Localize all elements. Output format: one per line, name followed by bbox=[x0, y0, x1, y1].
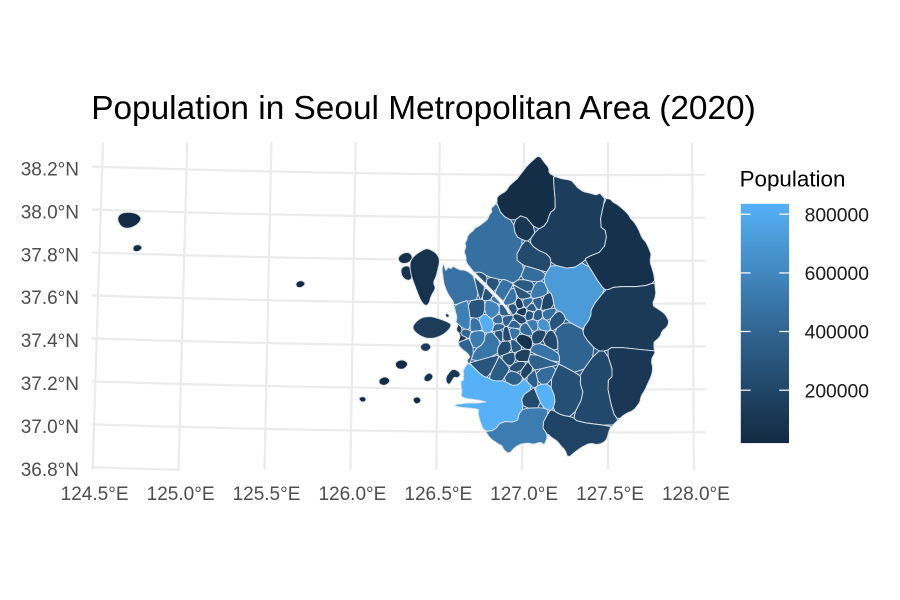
svg-text:127.0°E: 127.0°E bbox=[490, 484, 558, 505]
svg-text:600000: 600000 bbox=[805, 264, 869, 285]
svg-text:125.5°E: 125.5°E bbox=[233, 484, 301, 505]
svg-text:37.8°N: 37.8°N bbox=[21, 245, 79, 266]
svg-text:37.6°N: 37.6°N bbox=[21, 288, 79, 309]
svg-text:126.0°E: 126.0°E bbox=[318, 484, 386, 505]
svg-text:126.5°E: 126.5°E bbox=[404, 484, 472, 505]
svg-text:Population in Seoul Metropolit: Population in Seoul Metropolitan Area (2… bbox=[91, 90, 756, 127]
svg-text:400000: 400000 bbox=[805, 323, 869, 344]
svg-text:38.2°N: 38.2°N bbox=[21, 159, 79, 180]
svg-text:124.5°E: 124.5°E bbox=[61, 484, 129, 505]
svg-text:125.0°E: 125.0°E bbox=[147, 484, 215, 505]
svg-text:37.2°N: 37.2°N bbox=[21, 374, 79, 395]
svg-text:37.0°N: 37.0°N bbox=[21, 417, 79, 438]
svg-text:36.8°N: 36.8°N bbox=[21, 460, 79, 481]
svg-text:127.5°E: 127.5°E bbox=[576, 484, 644, 505]
svg-text:38.0°N: 38.0°N bbox=[21, 202, 79, 223]
svg-text:Population: Population bbox=[740, 167, 846, 192]
svg-text:37.4°N: 37.4°N bbox=[21, 331, 79, 352]
svg-text:200000: 200000 bbox=[805, 381, 869, 402]
svg-text:128.0°E: 128.0°E bbox=[662, 484, 730, 505]
svg-text:800000: 800000 bbox=[805, 205, 869, 226]
